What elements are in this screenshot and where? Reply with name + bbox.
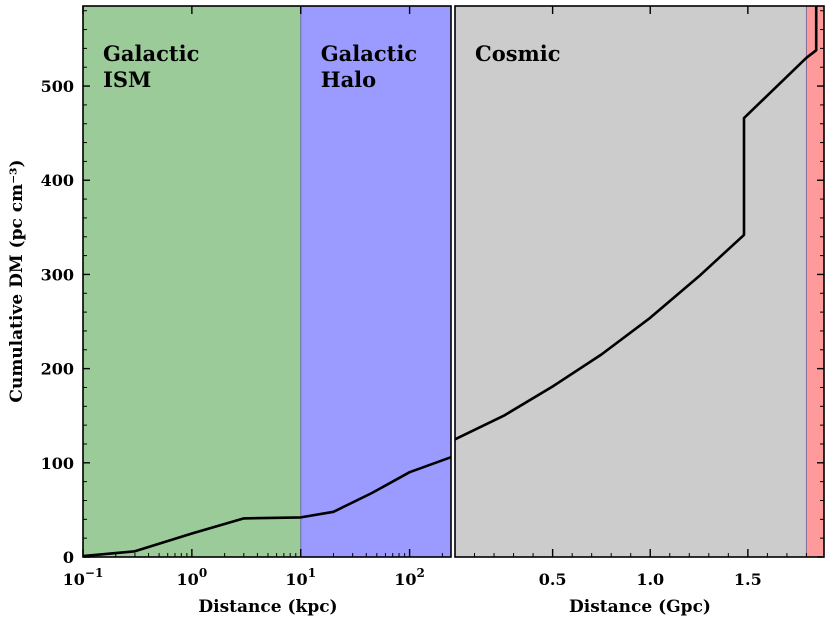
left-region-label-0-1: ISM (103, 67, 151, 92)
left-region-label-1-1: Halo (321, 67, 376, 92)
left-axes-frame (82, 5, 452, 558)
y-tick-label-1: 100 (41, 454, 74, 473)
x-tick-label-left-1: 100 (177, 566, 208, 589)
x-tick-label-right-2: 1.5 (734, 570, 762, 589)
x-tick-label-left-3: 102 (394, 566, 425, 589)
y-tick-label-0: 0 (63, 548, 74, 567)
right-region-1 (806, 6, 824, 557)
y-tick-label-5: 500 (41, 77, 74, 96)
right-series-line-0 (454, 6, 818, 441)
axis-labels: Cumulative DM (pc cm⁻³) Distance (kpc) D… (7, 159, 711, 617)
y-axis-label: Cumulative DM (pc cm⁻³) (7, 159, 27, 402)
left-series-line-0 (82, 455, 452, 558)
y-tick-label-2: 200 (41, 360, 74, 379)
right-region-0 (455, 6, 807, 557)
y-tick-label-4: 400 (41, 171, 74, 190)
left-region-label-1-0: Galactic (321, 41, 417, 66)
x-tick-label-right-0: 0.5 (539, 570, 567, 589)
left-region-label-0-0: Galactic (103, 41, 199, 66)
right-axes-frame (454, 5, 825, 558)
right-region-label-0-0: Cosmic (475, 41, 561, 66)
x-axis-label-right: Distance (Gpc) (569, 597, 711, 617)
y-tick-label-3: 300 (41, 265, 74, 284)
left-panel: GalacticISMGalacticHalo01002003004005001… (41, 5, 452, 589)
right-panel: Cosmic 0.5 1.0 1.5 (454, 5, 825, 589)
x-tick-label-left-2: 101 (285, 566, 316, 589)
x-tick-label-right-1: 1.0 (636, 570, 664, 589)
left-region-0 (83, 6, 301, 557)
x-axis-label-left: Distance (kpc) (198, 597, 337, 617)
x-tick-label-left-0: 10−1 (63, 566, 104, 589)
